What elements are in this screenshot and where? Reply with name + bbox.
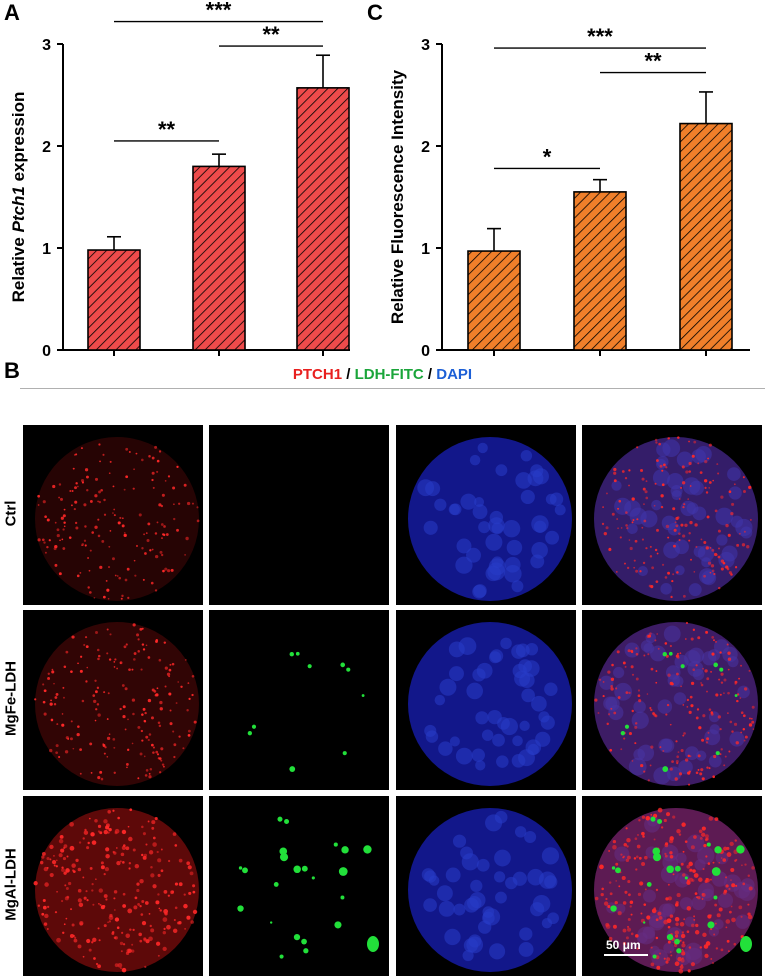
y-tick-label-c: 1 <box>421 241 430 258</box>
y-tick-label-a: 2 <box>42 139 51 156</box>
bar-a-mgfe-ldh <box>192 165 246 351</box>
bar-a-ctrl <box>87 249 141 351</box>
y-axis-label-c: Relative Fluorescence Intensity <box>388 69 407 324</box>
y-tick-label-c: 2 <box>421 139 430 156</box>
significance-label-c: ** <box>644 49 662 74</box>
stain-legend: PTCH1 / LDH-FITC / DAPI <box>0 366 765 383</box>
legend-separator: / <box>342 366 355 383</box>
legend-ldh-fitc: LDH-FITC <box>354 366 424 383</box>
bar-c-mgfe-ldh <box>573 191 627 351</box>
significance-label-a: *** <box>206 0 232 23</box>
y-tick-label-c: 3 <box>421 37 430 54</box>
panel-letter-c: C <box>367 0 383 25</box>
micrograph-mgal-ldh-ptch1 <box>23 796 203 976</box>
micrograph-ctrl-dapi <box>396 425 576 605</box>
significance-label-a: ** <box>262 22 280 47</box>
micrograph-mgfe-ldh-ptch1 <box>23 610 203 790</box>
micrograph-mgal-ldh-ldh-fitc <box>209 796 389 976</box>
bar-a-mgal-ldh <box>296 87 350 351</box>
y-tick-label-c: 0 <box>421 343 430 360</box>
micrograph-mgal-ldh-dapi <box>396 796 576 976</box>
micrograph-ctrl-ptch1 <box>23 425 203 605</box>
scale-bar-label: 50 μm <box>606 938 641 952</box>
bar-c-ctrl <box>467 250 521 351</box>
legend-separator: / <box>423 366 437 383</box>
legend-divider <box>20 388 765 389</box>
panel-letter-b: B <box>4 358 20 383</box>
micrograph-ctrl-ldh-fitc <box>209 425 389 605</box>
legend-dapi: DAPI <box>436 366 473 383</box>
significance-label-a: ** <box>158 117 176 142</box>
bar-c-mgal-ldh <box>679 122 733 351</box>
y-axis-label-a: Relative Ptch1 expression <box>9 92 28 303</box>
row-label-mgal-ldh: MgAl-LDH <box>2 848 20 921</box>
y-tick-label-a: 1 <box>42 241 51 258</box>
micrograph-mgfe-ldh-dapi <box>396 610 576 790</box>
micrograph-ctrl-merge <box>582 425 762 605</box>
panel-letter-a: A <box>4 0 20 25</box>
legend-ptch1: PTCH1 <box>292 366 343 383</box>
micrograph-mgal-ldh-merge: 50 μm <box>582 796 762 976</box>
y-tick-label-a: 0 <box>42 343 51 360</box>
significance-label-c: *** <box>587 24 613 49</box>
scale-bar <box>604 954 648 956</box>
micrograph-mgfe-ldh-ldh-fitc <box>209 610 389 790</box>
row-label-mgfe-ldh: MgFe-LDH <box>2 661 20 736</box>
row-label-ctrl: Ctrl <box>2 500 20 527</box>
micrograph-mgfe-ldh-merge <box>582 610 762 790</box>
significance-label-c: * <box>543 144 552 169</box>
y-tick-label-a: 3 <box>42 37 51 54</box>
